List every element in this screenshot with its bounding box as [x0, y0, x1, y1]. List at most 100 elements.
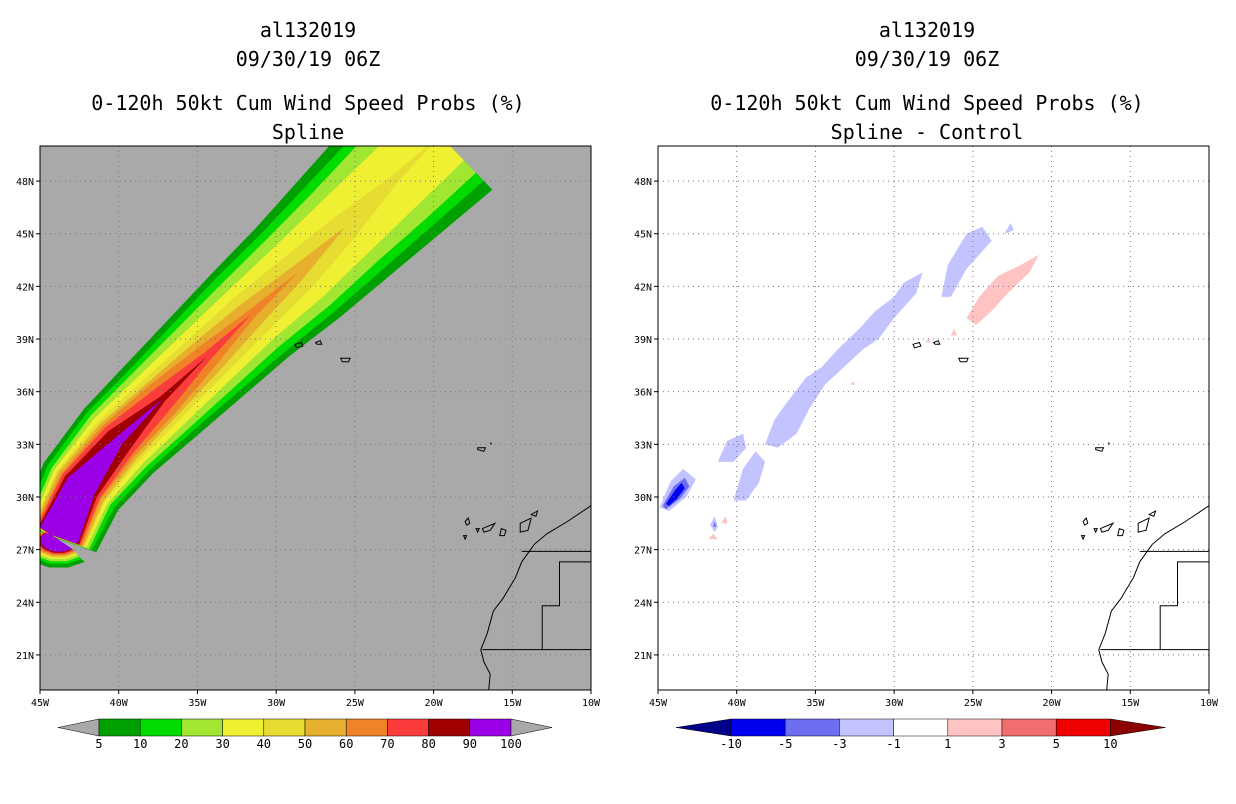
island-0 [294, 341, 304, 349]
difference-region-11 [708, 533, 718, 540]
island-6 [1093, 528, 1098, 534]
difference-region-2 [665, 482, 685, 506]
island-3 [477, 447, 487, 452]
x-tick-label-10W: 10W [1200, 698, 1219, 709]
difference-region-9 [1004, 223, 1014, 234]
y-tick-label-45N: 45N [16, 230, 34, 241]
colorbar-label-5: 5 [1053, 737, 1060, 751]
island-1 [932, 340, 941, 345]
colorbar-box-6 [345, 718, 388, 737]
y-tick-label-30N: 30N [16, 493, 34, 504]
difference-region-14 [925, 337, 931, 343]
colorbar-box-3 [893, 718, 949, 737]
colorbar-low-arrow [675, 718, 732, 737]
colorbar-box-1 [139, 718, 182, 737]
y-tick-label-24N: 24N [16, 598, 34, 609]
contour-band-50 [40, 146, 430, 557]
colorbar-box-8 [428, 718, 471, 737]
colorbar-box-2 [839, 718, 894, 737]
x-tick-label-15W: 15W [1121, 698, 1140, 709]
x-tick-label-35W: 35W [188, 698, 207, 709]
coastline-0 [480, 505, 591, 690]
difference-region-8 [941, 226, 992, 297]
colorbar-label-20: 20 [174, 737, 188, 751]
y-tick-label-39N: 39N [634, 335, 652, 346]
x-tick-label-20W: 20W [1043, 698, 1062, 709]
y-tick-label-45N: 45N [634, 230, 652, 241]
colorbar-label-60: 60 [339, 737, 353, 751]
colorbar-box-5 [304, 718, 347, 737]
colorbar-box-7 [387, 718, 429, 737]
colorbar-label-50: 50 [298, 737, 312, 751]
island-4 [489, 442, 493, 445]
y-tick-label-21N: 21N [16, 651, 34, 662]
chart-title-line-2: 09/30/19 06Z [236, 47, 381, 71]
x-tick-label-25W: 25W [964, 698, 983, 709]
colorbar-label-40: 40 [257, 737, 271, 751]
map-background [658, 146, 1209, 690]
contour-band-60 [40, 146, 430, 556]
colorbar-box-4 [947, 718, 1003, 737]
chart-title-line-3: 0-120h 50kt Cum Wind Speed Probs (%) [91, 91, 524, 115]
colorbar-label--5: -5 [778, 737, 792, 751]
colorbar-label-5: 5 [95, 737, 102, 751]
island-11 [462, 535, 468, 541]
difference-region-10 [966, 254, 1039, 325]
colorbar-label-70: 70 [380, 737, 394, 751]
y-tick-label-36N: 36N [16, 388, 34, 399]
y-tick-label-27N: 27N [16, 546, 34, 557]
island-9 [519, 517, 532, 533]
x-tick-label-30W: 30W [885, 698, 904, 709]
colorbar-high-arrow [510, 718, 553, 737]
x-tick-label-40W: 40W [110, 698, 129, 709]
map-frame [39, 145, 592, 691]
colorbar-box-0 [730, 718, 786, 737]
y-tick-label-48N: 48N [634, 177, 652, 188]
island-7 [481, 522, 497, 533]
x-tick-label-25W: 25W [346, 698, 365, 709]
x-tick-label-30W: 30W [267, 698, 286, 709]
island-3 [1095, 447, 1105, 452]
y-tick-label-21N: 21N [634, 651, 652, 662]
island-5 [464, 516, 471, 526]
island-6 [475, 528, 480, 534]
island-2 [957, 357, 969, 363]
colorbar-label-90: 90 [463, 737, 477, 751]
y-tick-label-48N: 48N [16, 177, 34, 188]
chart-title-line-2: 09/30/19 06Z [855, 47, 1000, 71]
colorbar-label-3: 3 [998, 737, 1005, 751]
left-panel: al132019 09/30/19 06Z 0-120h 50kt Cum Wind… [16, 18, 601, 751]
map-frame [657, 145, 1210, 691]
colorbar-label-10: 10 [1103, 737, 1117, 751]
x-tick-label-20W: 20W [425, 698, 444, 709]
colorbar-label-100: 100 [500, 737, 522, 751]
colorbar-label--10: -10 [720, 737, 742, 751]
colorbar-label--1: -1 [886, 737, 900, 751]
colorbar-high-arrow [1110, 718, 1166, 737]
y-tick-label-24N: 24N [634, 598, 652, 609]
island-0 [912, 341, 922, 349]
colorbar-box-1 [784, 718, 840, 737]
colorbar-box-3 [222, 718, 265, 737]
chart-title-line-3: 0-120h 50kt Cum Wind Speed Probs (%) [710, 91, 1143, 115]
difference-region-12 [721, 516, 728, 524]
colorbar-label-80: 80 [421, 737, 435, 751]
map-content [658, 146, 1209, 690]
island-8 [499, 527, 507, 537]
colorbar-label--3: -3 [832, 737, 846, 751]
island-9 [1137, 517, 1150, 533]
colorbar-box-0 [98, 718, 141, 737]
difference-region-4 [713, 521, 717, 527]
colorbar-low-arrow [57, 718, 100, 737]
contour-band-90 [40, 146, 430, 552]
colorbar-label-30: 30 [215, 737, 229, 751]
island-10 [530, 509, 539, 517]
x-tick-label-45W: 45W [649, 698, 668, 709]
colorbar-box-5 [1001, 718, 1057, 737]
x-tick-label-35W: 35W [806, 698, 825, 709]
colorbar-box-2 [181, 718, 223, 737]
difference-region-15 [850, 381, 855, 385]
y-tick-label-42N: 42N [634, 282, 652, 293]
